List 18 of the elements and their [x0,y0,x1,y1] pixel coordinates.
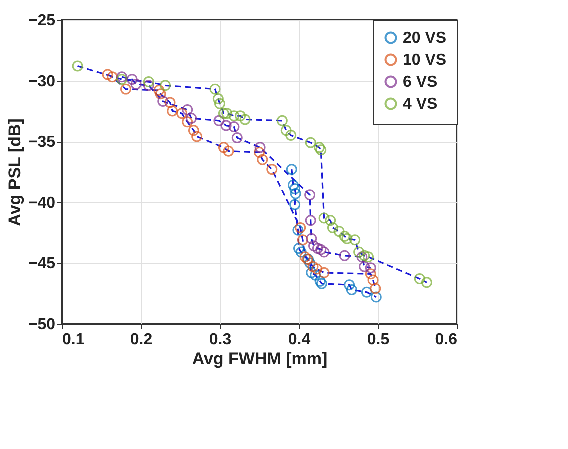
x-tick-label: 0.4 [288,332,311,348]
x-tick-label: 0.2 [130,332,153,348]
x-tick-label: 0.3 [209,332,232,348]
y-tick-label: −25 [28,12,56,30]
x-axis-title: Avg FWHM [mm] [192,350,328,368]
y-tick-label: −35 [28,134,56,152]
y-tick-label: −45 [28,256,56,273]
legend-label: 10 VS [403,52,447,69]
y-axis-title: Avg PSL [dB] [5,118,24,226]
x-tick-label: 0.5 [367,332,390,348]
legend-label: 6 VS [403,74,438,91]
x-tick-label: 0.6 [435,332,458,348]
y-tick-label: −40 [28,194,56,212]
x-tick-label: 0.1 [62,332,85,348]
legend-label: 4 VS [403,96,438,113]
y-tick-label: −30 [28,73,56,90]
legend-label: 20 VS [403,30,447,47]
y-tick-label: −50 [28,316,56,334]
